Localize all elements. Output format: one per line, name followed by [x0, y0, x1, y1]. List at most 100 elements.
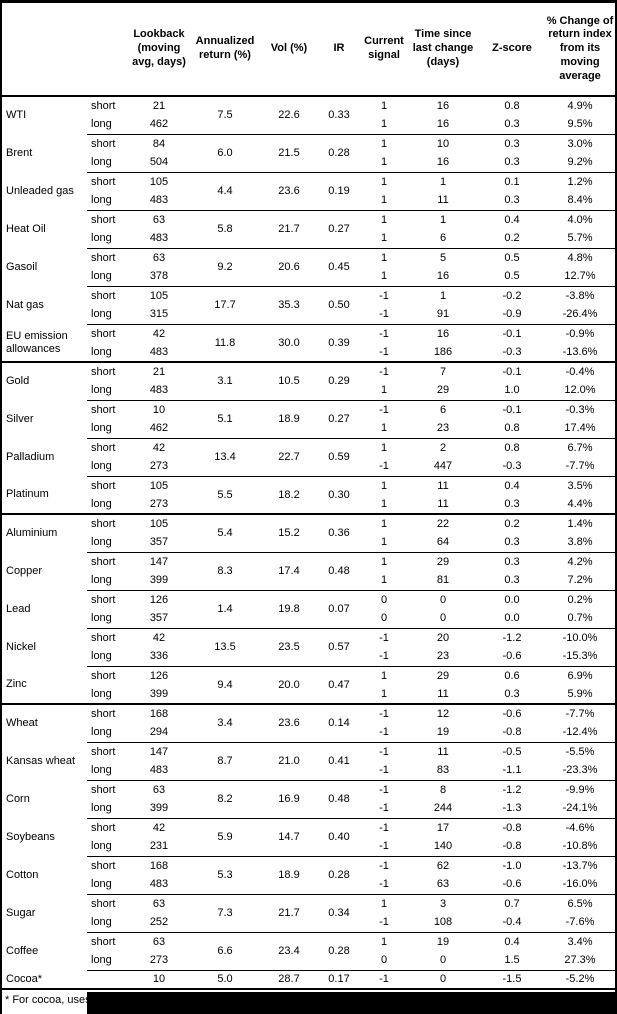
leg-label: long	[91, 118, 112, 131]
lookback-value: 63	[129, 931, 189, 951]
time-since-change-value: 3	[407, 893, 479, 913]
commodity-name: Cotton	[6, 868, 39, 881]
lookback-value: 483	[149, 878, 169, 891]
lookback-value: 105	[129, 475, 189, 495]
lookback-value: 483	[149, 384, 169, 397]
pct-change-value: 9.5%	[567, 118, 593, 131]
footnote-row: * For cocoa, uses	[2, 990, 615, 1014]
annualized-return-value: 5.4	[189, 513, 261, 552]
current-signal-value: 1	[380, 156, 388, 169]
commodity-name: Corn	[6, 792, 30, 805]
annualized-return-value: 6.0	[189, 133, 261, 172]
pct-change-value: -26.4%	[562, 308, 598, 321]
leg-label: short	[87, 475, 129, 495]
lookback-value: 252	[149, 916, 169, 929]
current-signal-value: -1	[361, 969, 407, 989]
leg-label: long	[91, 345, 112, 358]
leg-label: short	[87, 247, 129, 267]
ir-value: 0.41	[317, 741, 361, 780]
current-signal-value: 1	[361, 475, 407, 495]
leg-label: short	[87, 855, 129, 875]
pct-change-value: 0.2%	[545, 589, 615, 609]
pct-change-value: 0.7%	[567, 612, 593, 625]
table-row: long 483 -1 63 -0.6 -16.0%	[2, 875, 615, 894]
lookback-value: 168	[129, 703, 189, 723]
vol-value: 23.4	[261, 931, 317, 970]
lookback-value: 63	[129, 209, 189, 229]
lookback-value: 357	[149, 612, 169, 625]
z-score-value: 0.7	[479, 893, 545, 913]
current-signal-value: -1	[361, 855, 407, 875]
current-signal-value: -1	[361, 779, 407, 799]
leg-label: long	[91, 687, 112, 700]
z-score-value: -0.8	[502, 726, 522, 739]
current-signal-value: -1	[379, 764, 389, 777]
lookback-value: 63	[129, 779, 189, 799]
pct-change-value: 7.2%	[567, 574, 593, 587]
current-signal-value: -1	[361, 703, 407, 723]
time-since-change-value: 91	[436, 308, 450, 321]
pct-change-value: -15.3%	[562, 650, 598, 663]
pct-change-value: -4.6%	[545, 817, 615, 837]
z-score-value: -0.4	[502, 916, 522, 929]
table-row: Silver short 10 5.1 18.9 0.27 -1 6 -0.1 -0.3%	[2, 399, 615, 438]
ir-value: 0.48	[317, 551, 361, 590]
z-score-value: 0.8	[504, 99, 520, 112]
time-since-change-value: 19	[436, 726, 450, 739]
annualized-return-value: 8.7	[189, 741, 261, 780]
current-signal-value: 1	[361, 931, 407, 951]
commodity-name: Coffee	[6, 944, 39, 957]
current-signal-value: 1	[361, 893, 407, 913]
current-signal-value: 1	[361, 209, 407, 229]
leg-label: short	[87, 513, 129, 533]
z-score-value: -0.9	[502, 308, 522, 321]
z-score-value: 1.0	[504, 384, 520, 397]
vol-value: 18.9	[261, 399, 317, 438]
time-since-change-value: 12	[407, 703, 479, 723]
table-row: Kansas wheat short 147 8.7 21.0 0.41 -1 11 -0.5-…	[2, 741, 615, 780]
z-score-value: 0.3	[479, 133, 545, 153]
ir-value: 0.33	[328, 109, 350, 122]
pct-change-value: -3.8%	[545, 285, 615, 305]
time-since-change-value: 16	[436, 118, 450, 131]
commodity-name: Palladium	[6, 450, 55, 463]
leg-label: short	[87, 627, 129, 647]
time-since-change-value: 11	[437, 497, 449, 510]
z-score-value: 0.0	[504, 612, 520, 625]
current-signal-value: -1	[379, 840, 389, 853]
leg-label: short	[87, 589, 129, 609]
ir-value: 0.50	[317, 285, 361, 324]
table-row: Aluminium short 105 5.4 15.2 0.36 1 22 0.2 1.4%	[2, 513, 615, 552]
header-time-since-change: Time since last change (days)	[407, 3, 479, 97]
table-row: long 273 0 0 1.5 27.3%	[2, 951, 615, 970]
annualized-return-value: 13.5	[189, 627, 261, 666]
lookback-value: 483	[149, 232, 169, 245]
lookback-value: 483	[149, 764, 169, 777]
current-signal-value: 1	[380, 574, 388, 587]
time-since-change-value: 23	[436, 422, 450, 435]
time-since-change-value: 11	[407, 475, 479, 495]
leg-label: long	[91, 384, 112, 397]
vol-value: 22.7	[261, 437, 317, 476]
table-row: long 357 1 64 0.3 3.8%	[2, 533, 615, 552]
leg-label: short	[87, 323, 129, 343]
annualized-return-value: 5.5	[189, 475, 261, 514]
lookback-value: 483	[149, 194, 169, 207]
time-since-change-value: 29	[436, 384, 450, 397]
ir-value: 0.47	[317, 665, 361, 704]
time-since-change-value: 6	[407, 399, 479, 419]
z-score-value: -0.3	[502, 460, 522, 473]
current-signal-value: 1	[380, 384, 388, 397]
vol-value: 23.6	[261, 171, 317, 210]
annualized-return-value: 8.2	[189, 779, 261, 818]
pct-change-value: 3.4%	[545, 931, 615, 951]
leg-label: short	[91, 99, 116, 112]
leg-label: short	[87, 703, 129, 723]
leg-label: long	[91, 460, 112, 473]
annualized-return-value: 9.2	[189, 247, 261, 286]
current-signal-value: 0	[361, 589, 407, 609]
current-signal-value: -1	[361, 741, 407, 761]
lookback-value: 273	[149, 497, 169, 510]
ir-value: 0.34	[317, 893, 361, 932]
table-row: Copper short 147 8.3 17.4 0.48 1 29 0.3 4.2%	[2, 551, 615, 590]
